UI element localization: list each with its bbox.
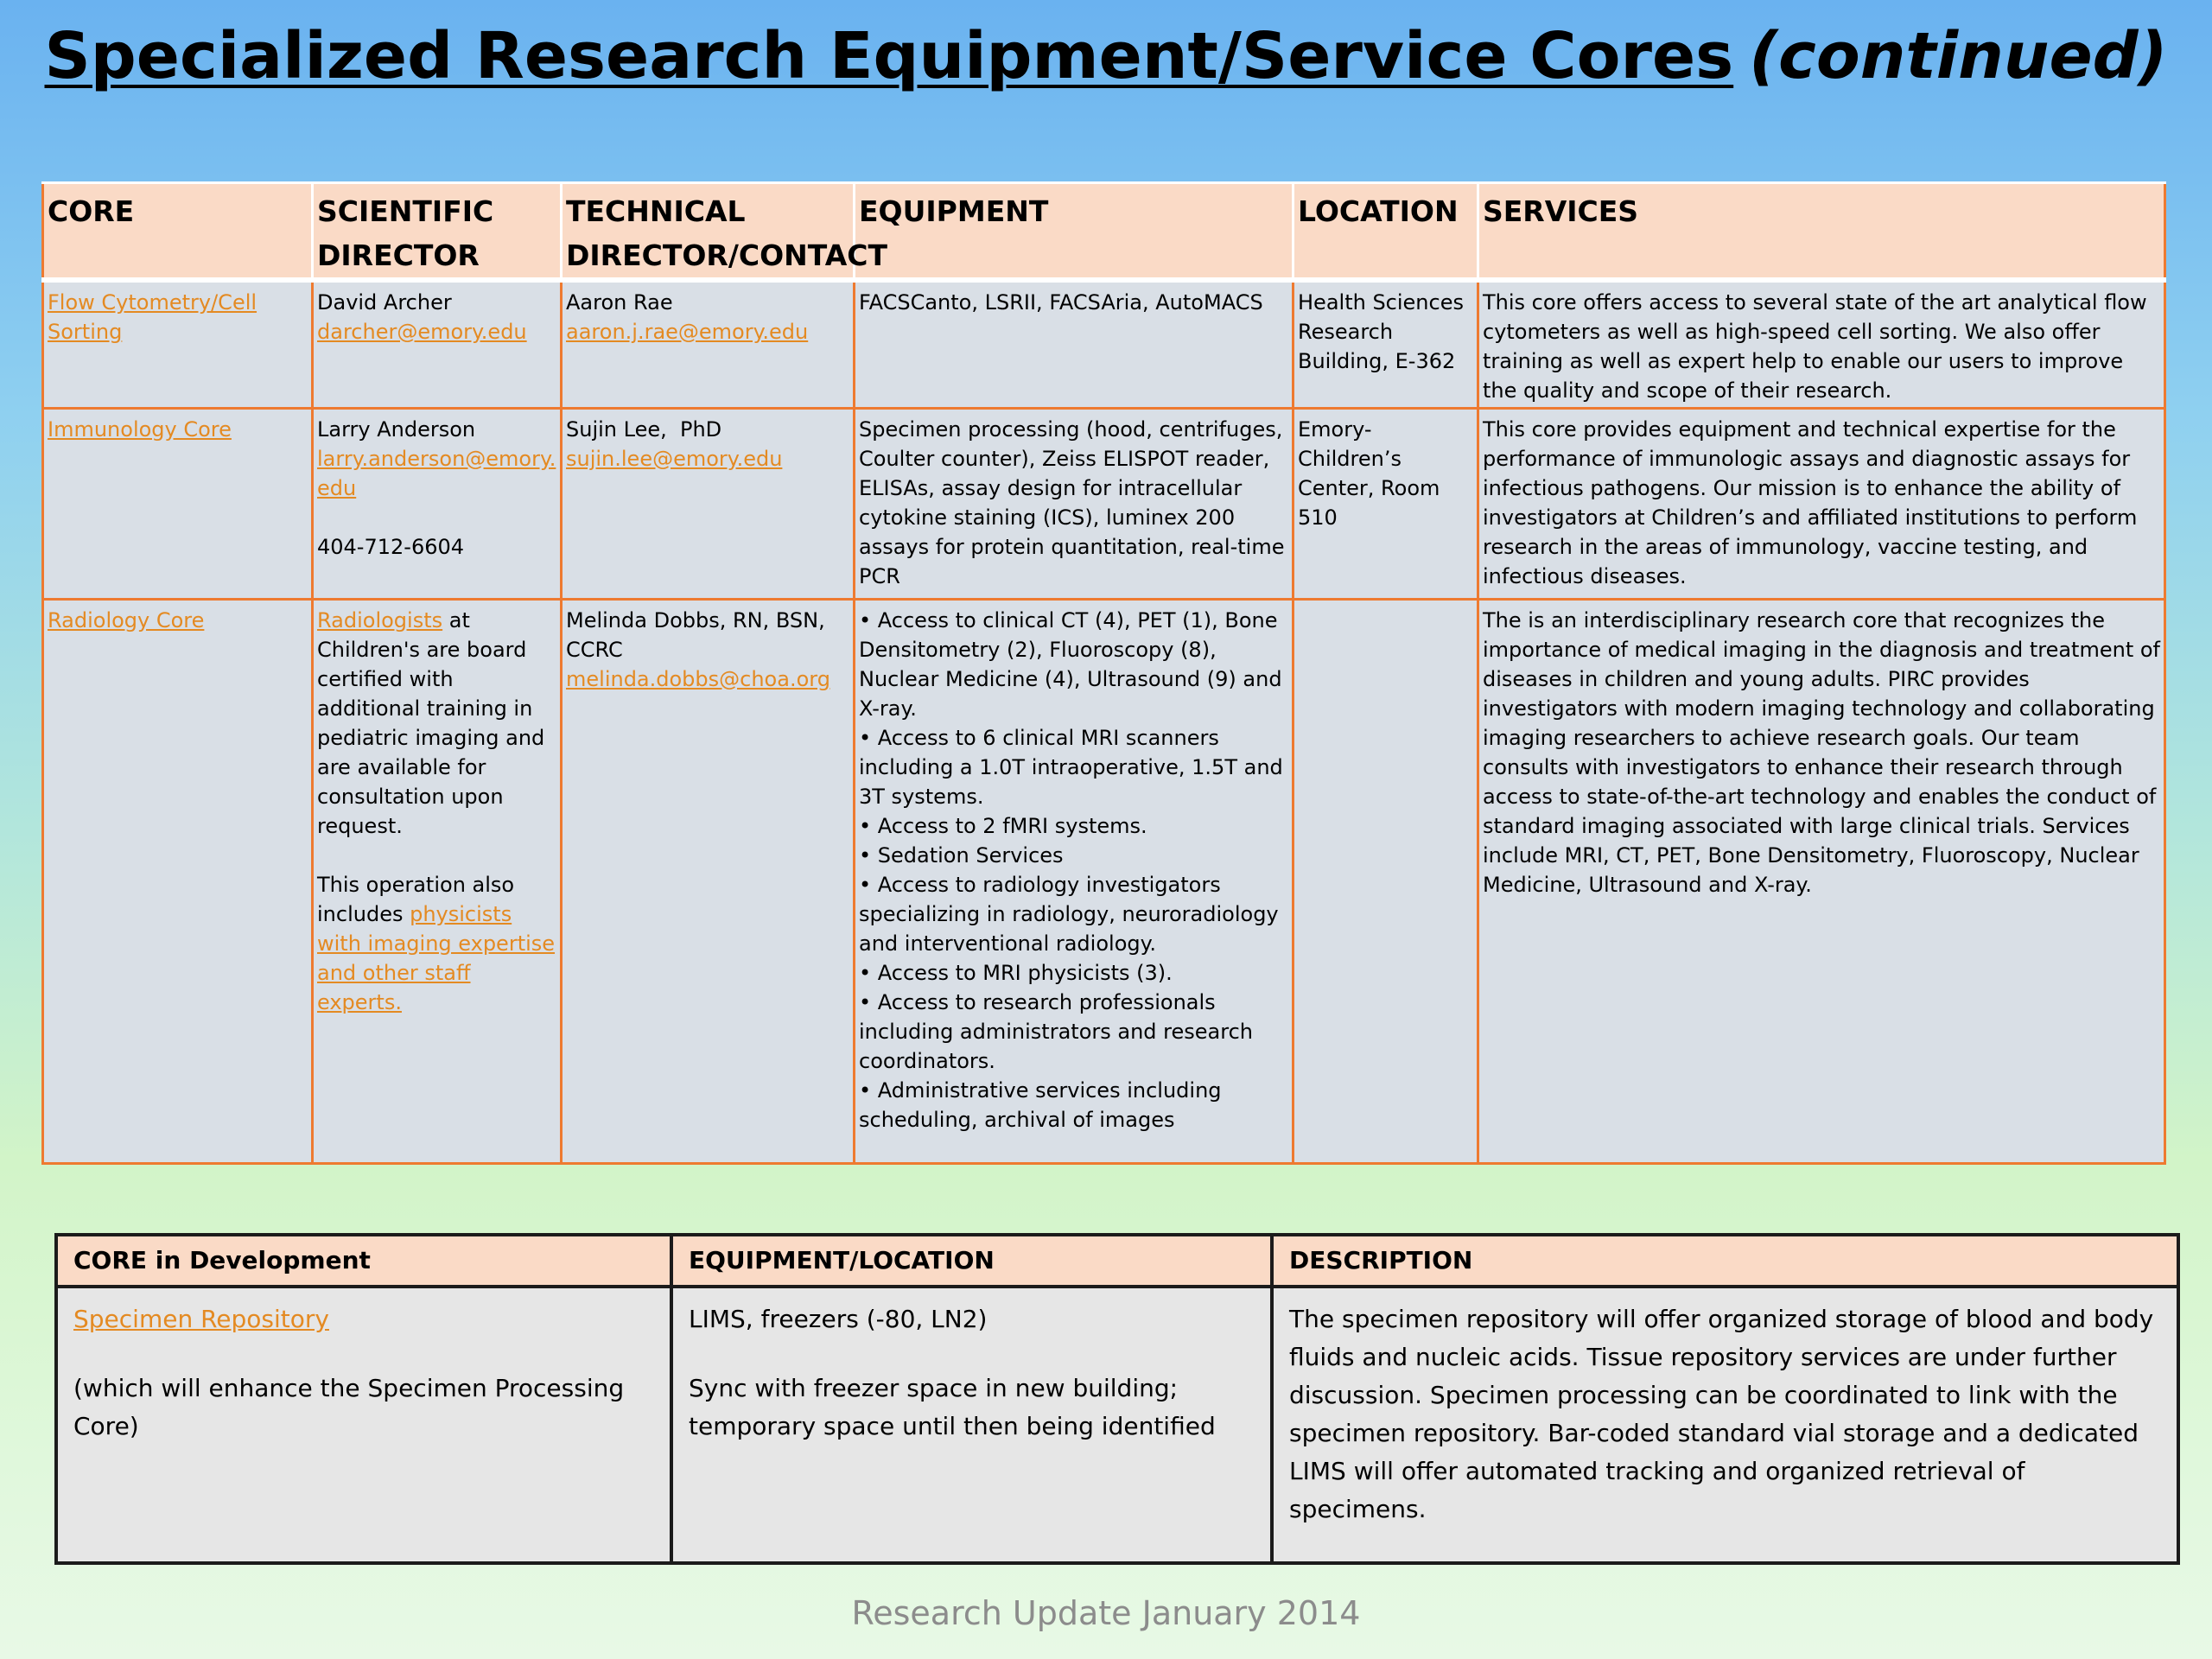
core-cell: Flow Cytometry/Cell Sorting: [43, 280, 313, 408]
core-cell: Radiology Core: [42, 597, 313, 1164]
scientific-director-cell: Larry Anderson larry.anderson@emory.edu …: [311, 406, 562, 599]
director-email-link[interactable]: darcher@emory.edu: [317, 320, 527, 344]
equipment-cell: FACSCanto, LSRII, FACSAria, AutoMACS: [853, 280, 1294, 408]
services-cell: This core provides equipment and technic…: [1477, 406, 2165, 599]
title-continued: (continued): [1749, 19, 2168, 93]
core-link-immunology[interactable]: Immunology Core: [48, 416, 232, 442]
operation-description: This operation also includes physicists …: [317, 870, 556, 1017]
core-cell: Immunology Core: [42, 406, 313, 599]
director-phone: 404-712-6604: [317, 534, 465, 559]
equipment-cell: • Access to clinical CT (4), PET (1), Bo…: [853, 597, 1294, 1164]
development-table-header: CORE in Development EQUIPMENT/LOCATION D…: [56, 1235, 2178, 1288]
technical-director-cell: Sujin Lee, PhD sujin.lee@emory.edu: [560, 406, 855, 599]
technical-director-cell: Aaron Rae aaron.j.rae@emory.edu: [560, 280, 855, 408]
development-table: CORE in Development EQUIPMENT/LOCATION D…: [54, 1233, 2180, 1565]
scientific-director-cell: David Archer darcher@emory.edu: [311, 280, 562, 408]
scientific-director-cell: Radiologists at Children's are board cer…: [311, 597, 562, 1164]
title-main: Specialized Research Equipment/Service C…: [44, 19, 1734, 93]
contact-email-link[interactable]: aaron.j.rae@emory.edu: [566, 320, 809, 344]
table-row: Specimen Repository (which will enhance …: [56, 1287, 2178, 1563]
header-description: DESCRIPTION: [1270, 1235, 2178, 1288]
location-cell: Health Sciences Research Building, E-362: [1292, 280, 1478, 408]
contact-name: Sujin Lee, PhD: [566, 416, 722, 442]
table-row: Radiology Core Radiologists at Children'…: [42, 597, 2165, 1164]
director-name: David Archer: [317, 290, 452, 315]
director-name: Larry Anderson: [317, 416, 476, 442]
technical-director-cell: Melinda Dobbs, RN, BSN, CCRC melinda.dob…: [560, 597, 855, 1164]
table-row: Immunology Core Larry Anderson larry.and…: [42, 406, 2165, 599]
header-technical-director: TECHNICAL DIRECTOR/CONTACT: [560, 181, 887, 283]
services-cell: This core offers access to several state…: [1477, 280, 2165, 408]
radiologists-link[interactable]: Radiologists: [317, 607, 443, 632]
table-row: Flow Cytometry/Cell Sorting David Archer…: [43, 280, 2165, 408]
description-cell: The specimen repository will offer organ…: [1270, 1287, 2178, 1563]
core-link-radiology[interactable]: Radiology Core: [48, 607, 205, 632]
page-title: Specialized Research Equipment/Service C…: [0, 17, 2212, 95]
header-location: LOCATION: [1292, 181, 1478, 283]
radiologists-text: at Children's are board certified with a…: [317, 607, 545, 838]
physicists-link[interactable]: physicists with imaging expertise and ot…: [317, 901, 556, 1014]
core-link-flow-cytometry[interactable]: Flow Cytometry/Cell Sorting: [48, 290, 257, 344]
contact-name: Melinda Dobbs, RN, BSN, CCRC: [566, 607, 825, 662]
location-cell: [1292, 597, 1478, 1164]
location-note: Sync with freezer space in new building;…: [689, 1374, 1216, 1440]
footer: Research Update January 2014: [851, 1594, 1361, 1632]
contact-name: Aaron Rae: [566, 290, 673, 315]
header-equipment: EQUIPMENT: [853, 181, 1294, 283]
operation-text: This operation also includes: [317, 872, 515, 926]
header-core-in-development: CORE in Development: [56, 1235, 671, 1288]
cores-table-header: CORE SCIENTIFIC DIRECTOR TECHNICAL DIREC…: [42, 181, 2165, 283]
cores-table: CORE SCIENTIFIC DIRECTOR TECHNICAL DIREC…: [41, 181, 2166, 1165]
core-note: (which will enhance the Specimen Process…: [73, 1374, 625, 1440]
header-services: SERVICES: [1477, 181, 2165, 283]
core-cell: Specimen Repository (which will enhance …: [56, 1287, 671, 1563]
equipment-line: LIMS, freezers (-80, LN2): [689, 1305, 988, 1333]
location-cell: Emory-Children’s Center, Room 510: [1292, 406, 1478, 599]
contact-email-link[interactable]: melinda.dobbs@choa.org: [566, 666, 830, 691]
header-core: CORE: [42, 181, 313, 283]
specimen-repository-link[interactable]: Specimen Repository: [73, 1305, 329, 1333]
equipment-location-cell: LIMS, freezers (-80, LN2) Sync with free…: [670, 1287, 1272, 1563]
director-email-link[interactable]: larry.anderson@emory.edu: [317, 446, 556, 500]
services-cell: The is an interdisciplinary research cor…: [1477, 597, 2165, 1164]
equipment-cell: Specimen processing (hood, centrifuges, …: [853, 406, 1294, 599]
contact-email-link[interactable]: sujin.lee@emory.edu: [566, 446, 783, 471]
header-scientific-director: SCIENTIFIC DIRECTOR: [311, 181, 562, 283]
header-equipment-location: EQUIPMENT/LOCATION: [670, 1235, 1272, 1288]
radiologists-description: Radiologists at Children's are board cer…: [317, 606, 556, 841]
